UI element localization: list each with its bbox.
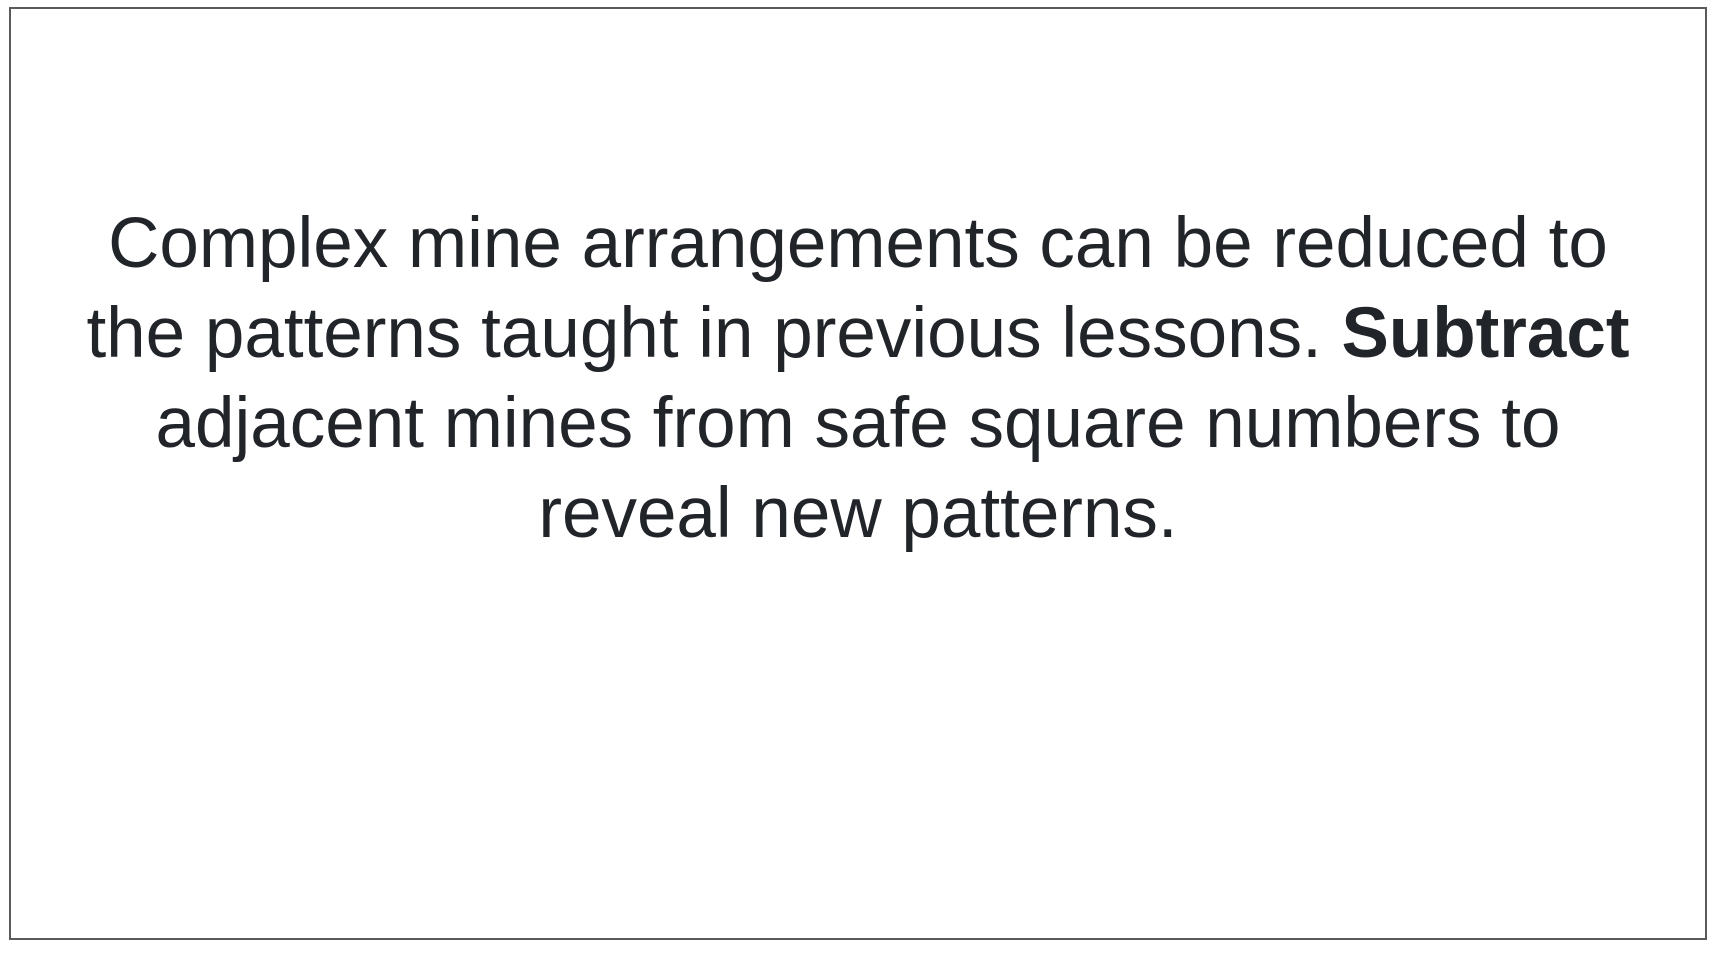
lesson-emphasis: Subtract [1341,294,1630,373]
lesson-text-before: Complex mine arrangements can be reduced… [86,204,1608,373]
lesson-panel: Complex mine arrangements can be reduced… [9,7,1707,940]
lesson-text: Complex mine arrangements can be reduced… [51,199,1665,559]
lesson-text-after: adjacent mines from safe square numbers … [155,384,1561,553]
